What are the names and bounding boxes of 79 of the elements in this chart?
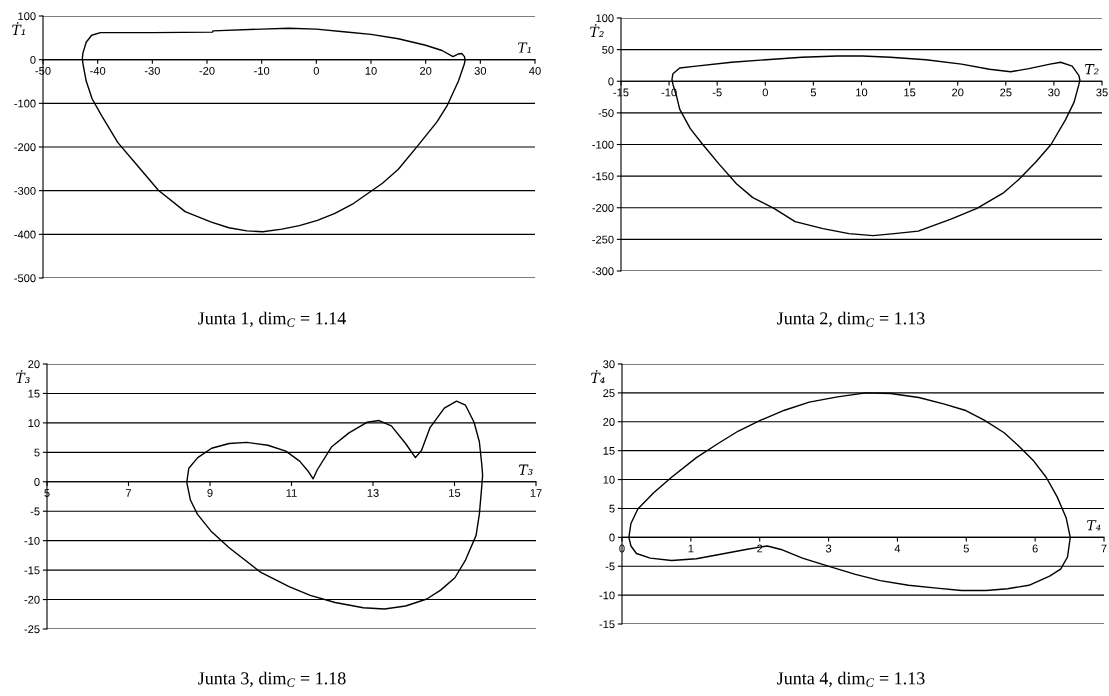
y-tick-label: -200 xyxy=(14,143,36,152)
y-axis-title: Ṫ₃ xyxy=(16,370,30,384)
x-tick-label: 30 xyxy=(1048,88,1060,97)
y-tick-label: 15 xyxy=(28,389,40,398)
y-tick-label: 0 xyxy=(609,533,615,542)
y-tick-label: -15 xyxy=(599,620,615,629)
x-axis-title: T₁ xyxy=(518,42,531,53)
y-tick-label: -25 xyxy=(24,625,40,634)
y-tick-label: -50 xyxy=(598,109,614,118)
x-tick-label: 11 xyxy=(286,489,297,497)
x-tick-label: 5 xyxy=(810,88,817,97)
y-tick-label: -10 xyxy=(599,591,615,600)
y-tick-label: 10 xyxy=(603,475,615,484)
x-tick-label: 10 xyxy=(856,88,868,97)
y-tick-label: -20 xyxy=(24,595,40,604)
x-tick-label: 15 xyxy=(449,489,461,497)
y-tick-label: -10 xyxy=(24,536,40,545)
y-tick-label: 0 xyxy=(34,478,40,486)
x-tick-label: -40 xyxy=(90,66,106,75)
x-tick-label: 40 xyxy=(529,66,541,75)
text: Junta 1, dim$_{C}$ = 1.14 xyxy=(198,311,346,328)
y-tick-label: 30 xyxy=(603,360,615,369)
x-tick-label: 1 xyxy=(688,544,694,553)
x-tick-label: 25 xyxy=(1000,88,1012,97)
x-axis-title: T₄ xyxy=(1087,520,1101,531)
x-tick-label: 17 xyxy=(530,489,542,497)
y-tick-label: -200 xyxy=(592,204,614,212)
y-tick-label: -100 xyxy=(592,140,614,149)
x-tick-label: 7 xyxy=(125,489,132,497)
x-tick-label: 7 xyxy=(1101,544,1107,553)
y-tick-label: -5 xyxy=(605,562,615,571)
x-axis-title: T₃ xyxy=(519,464,533,475)
x-tick-label: 13 xyxy=(367,489,379,497)
y-tick-label: 25 xyxy=(603,389,615,398)
x-tick-label: 15 xyxy=(904,88,916,97)
y-tick-label: 100 xyxy=(18,12,36,21)
y-tick-label: -300 xyxy=(14,186,36,195)
y-tick-label: 0 xyxy=(30,55,36,64)
y-tick-label: 0 xyxy=(608,77,614,86)
y-tick-label: 10 xyxy=(28,419,40,428)
x-tick-label: 3 xyxy=(825,544,832,553)
y-tick-label: -300 xyxy=(592,267,614,276)
y-tick-label: 100 xyxy=(596,14,614,23)
text: Junta 2, dim$_{C}$ = 1.13 xyxy=(777,311,925,328)
y-axis-title: Ṫ₄ xyxy=(591,370,605,383)
y-tick-label: -250 xyxy=(592,235,614,244)
x-tick-label: 10 xyxy=(365,66,377,75)
x-tick-label: 20 xyxy=(952,88,964,97)
x-tick-label: -20 xyxy=(199,66,215,75)
y-tick-label: -100 xyxy=(14,99,36,108)
text: Junta 3, dim$_{C}$ = 1.18 xyxy=(198,671,346,688)
y-axis-title: Ṫ₁ xyxy=(12,22,25,35)
y-tick-label: 20 xyxy=(603,418,615,426)
x-axis-title: T₂ xyxy=(1085,64,1099,75)
y-tick-label: 5 xyxy=(609,504,615,513)
x-tick-label: 0 xyxy=(313,66,319,75)
x-tick-label: -30 xyxy=(144,66,160,75)
y-tick-label: -15 xyxy=(24,566,40,575)
x-tick-label: 0 xyxy=(762,88,768,97)
y-tick-label: -5 xyxy=(30,507,40,516)
y-tick-label: -150 xyxy=(592,172,614,181)
y-tick-label: 20 xyxy=(28,360,40,369)
x-tick-label: 6 xyxy=(1032,544,1038,553)
x-tick-label: 5 xyxy=(963,544,969,553)
x-tick-label: 2 xyxy=(757,544,763,553)
x-tick-label: 20 xyxy=(420,66,432,75)
x-tick-label: 35 xyxy=(1096,88,1108,97)
text: Junta 4, dim$_{C}$ = 1.13 xyxy=(777,671,925,688)
y-tick-label: -400 xyxy=(14,230,36,239)
y-axis-title: Ṫ₂ xyxy=(590,24,604,37)
x-tick-label: -10 xyxy=(254,66,270,75)
x-tick-label: 9 xyxy=(207,489,213,497)
y-tick-label: 5 xyxy=(34,448,40,457)
y-tick-label: -500 xyxy=(14,274,36,283)
x-tick-label: 4 xyxy=(894,544,901,553)
y-tick-label: 15 xyxy=(603,447,615,455)
x-tick-label: -5 xyxy=(712,88,722,97)
x-tick-label: 30 xyxy=(474,66,487,75)
y-tick-label: 50 xyxy=(602,45,614,54)
